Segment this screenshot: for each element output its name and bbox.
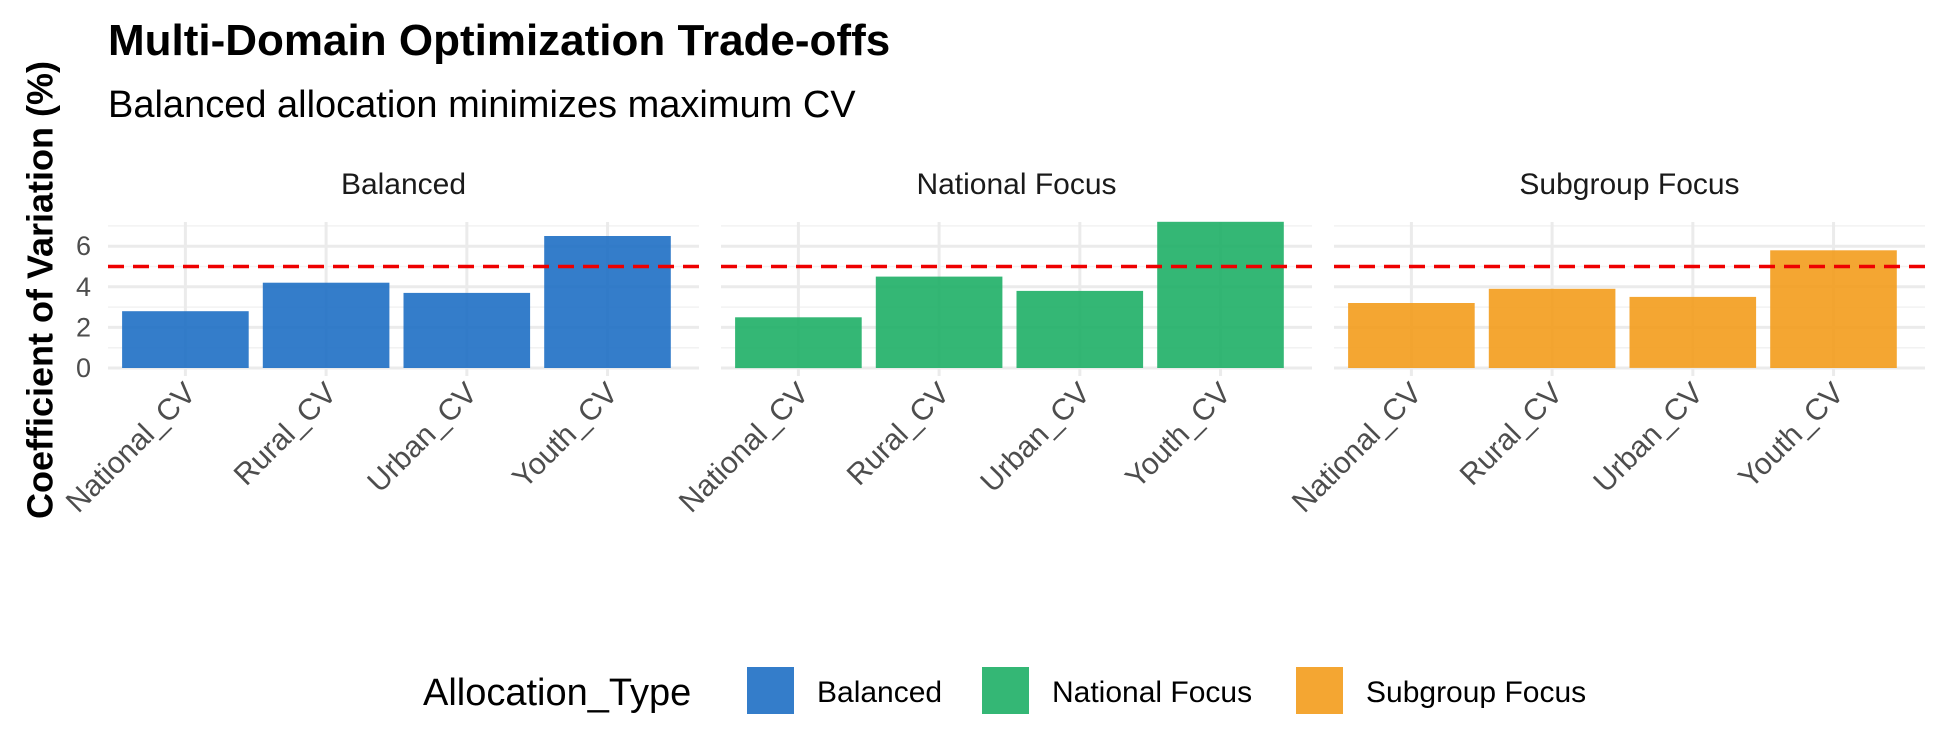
x-tick-label: Youth_CV [1732, 377, 1850, 495]
bar-balanced-rural-cv [262, 282, 390, 368]
x-tick-label: National_CV [1286, 377, 1428, 519]
bar-national-focus-youth-cv [1157, 221, 1284, 368]
legend-swatch-subgroup-focus [1296, 667, 1343, 714]
facet-strip-label: Subgroup Focus [1519, 168, 1739, 201]
facet-panel-balanced: Balanced National_CV Rural_CV Urban_CV Youth… [60, 168, 699, 519]
x-tick-label: Youth_CV [506, 377, 624, 495]
bar-national-focus-urban-cv [1016, 290, 1144, 368]
x-tick-label: Urban_CV [361, 377, 483, 499]
y-tick-label: 2 [76, 312, 91, 342]
y-tick-label: 0 [76, 353, 91, 383]
x-tick-label: Rural_CV [1454, 377, 1569, 492]
legend-label-subgroup-focus: Subgroup Focus [1366, 676, 1586, 709]
bar-national-focus-national-cv [735, 317, 862, 369]
bar-subgroup-focus-urban-cv [1629, 296, 1757, 368]
x-tick-label: National_CV [673, 377, 815, 519]
bar-national-focus-rural-cv [875, 276, 1003, 368]
x-tick-label: Rural_CV [841, 377, 956, 492]
bar-subgroup-focus-youth-cv [1770, 250, 1897, 368]
bar-balanced-youth-cv [544, 236, 671, 368]
legend-swatch-balanced [747, 667, 794, 714]
x-tick-label: Urban_CV [1587, 377, 1709, 499]
chart-subtitle: Balanced allocation minimizes maximum CV [108, 84, 856, 126]
bar-balanced-national-cv [122, 311, 249, 368]
x-tick-label: Urban_CV [974, 377, 1096, 499]
legend-label-balanced: Balanced [817, 676, 942, 709]
legend-swatch-national-focus [982, 667, 1029, 714]
x-tick-label: National_CV [60, 377, 202, 519]
facet-panel-subgroup-focus: Subgroup Focus National_CV Rural_CV Urban_C… [1286, 168, 1925, 519]
bar-subgroup-focus-national-cv [1348, 303, 1475, 368]
y-axis-label: Coefficient of Variation (%) [20, 61, 61, 519]
facet-strip-label: Balanced [341, 168, 466, 201]
facet-strip-label: National Focus [916, 168, 1116, 201]
bar-balanced-urban-cv [403, 292, 531, 368]
legend-label-national-focus: National Focus [1052, 676, 1252, 709]
y-tick-label: 4 [76, 272, 91, 302]
legend: Allocation_Type Balanced National Focus Su… [423, 667, 1586, 714]
x-tick-label: Rural_CV [228, 377, 343, 492]
bar-subgroup-focus-rural-cv [1488, 288, 1616, 368]
facet-panel-national-focus: National Focus National_CV Rural_CV Urban_C… [673, 168, 1312, 519]
y-tick-label: 6 [76, 231, 91, 261]
x-tick-label: Youth_CV [1119, 377, 1237, 495]
chart-title: Multi-Domain Optimization Trade-offs [108, 16, 890, 65]
legend-title: Allocation_Type [423, 672, 691, 714]
